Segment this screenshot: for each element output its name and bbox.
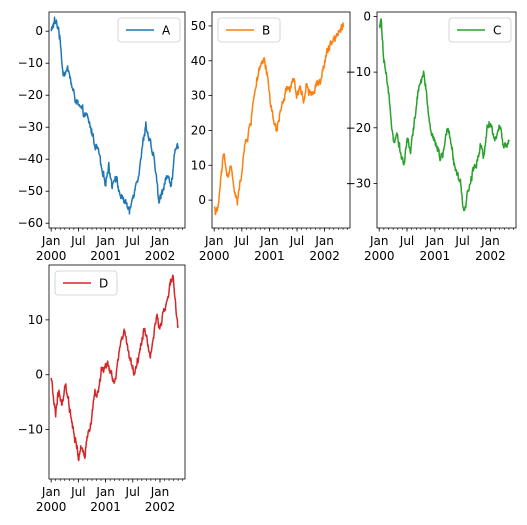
- legend-label: A: [162, 24, 171, 38]
- legend-label: C: [493, 24, 501, 38]
- series-line-C: [378, 18, 510, 212]
- y-tick-label: 10: [28, 313, 43, 327]
- legend: B: [217, 17, 281, 43]
- x-tick-label: Jul: [399, 234, 414, 248]
- x-tick-label: Jan 2002: [145, 485, 176, 514]
- x-tick-label: Jul: [234, 234, 249, 248]
- axes-frame: [48, 264, 186, 480]
- y-tick-label: −10: [18, 56, 43, 70]
- x-tick-label: Jul: [454, 234, 469, 248]
- x-tick-label: Jan 2001: [420, 234, 451, 263]
- x-tick-label: Jan 2001: [254, 234, 285, 263]
- y-tick-label: −60: [18, 216, 43, 230]
- series-line-B: [213, 22, 345, 216]
- series-line-D: [50, 274, 180, 462]
- y-tick-label: 0: [35, 24, 43, 38]
- x-tick-label: Jan 2000: [36, 234, 67, 263]
- x-tick-label: Jul: [70, 485, 85, 499]
- x-tick-label: Jan 2002: [309, 234, 340, 263]
- y-tick-label: −20: [346, 121, 371, 135]
- x-tick-label: Jul: [70, 234, 85, 248]
- legend: D: [54, 270, 118, 296]
- y-tick-label: 40: [191, 54, 206, 68]
- series-line-A: [50, 16, 180, 215]
- axes-frame: [48, 11, 186, 229]
- legend-label: D: [99, 277, 108, 291]
- y-tick-label: −10: [346, 65, 371, 79]
- axes-frame: [376, 11, 517, 229]
- x-tick-label: Jan 2002: [145, 234, 176, 263]
- y-tick-label: −20: [18, 88, 43, 102]
- y-tick-label: −30: [346, 176, 371, 190]
- x-tick-label: Jul: [125, 485, 140, 499]
- x-tick-label: Jul: [289, 234, 304, 248]
- x-tick-label: Jan 2000: [364, 234, 395, 263]
- y-tick-label: 0: [35, 368, 43, 382]
- y-tick-label: 30: [191, 89, 206, 103]
- y-tick-label: 0: [363, 9, 371, 23]
- legend-label: B: [262, 24, 270, 38]
- legend: A: [117, 17, 181, 43]
- axes-frame: [211, 11, 351, 229]
- x-tick-label: Jul: [125, 234, 140, 248]
- y-tick-label: 0: [198, 193, 206, 207]
- legend: C: [448, 17, 512, 43]
- x-tick-label: Jan 2001: [90, 234, 121, 263]
- y-tick-label: 10: [191, 158, 206, 172]
- y-tick-label: −30: [18, 120, 43, 134]
- y-tick-label: −10: [18, 423, 43, 437]
- x-tick-label: Jan 2000: [36, 485, 67, 514]
- subplot-2: 50 40 30 20 10 0 Jan 2000 Jul Jan 2001 Jul Jan 2002 B: [191, 11, 351, 263]
- y-tick-label: 50: [191, 19, 206, 33]
- x-tick-label: Jan 2001: [90, 485, 121, 514]
- y-tick-label: −50: [18, 184, 43, 198]
- y-tick-label: 20: [191, 123, 206, 137]
- y-tick-label: −40: [18, 152, 43, 166]
- x-tick-label: Jan 2002: [475, 234, 506, 263]
- x-tick-label: Jan 2000: [199, 234, 230, 263]
